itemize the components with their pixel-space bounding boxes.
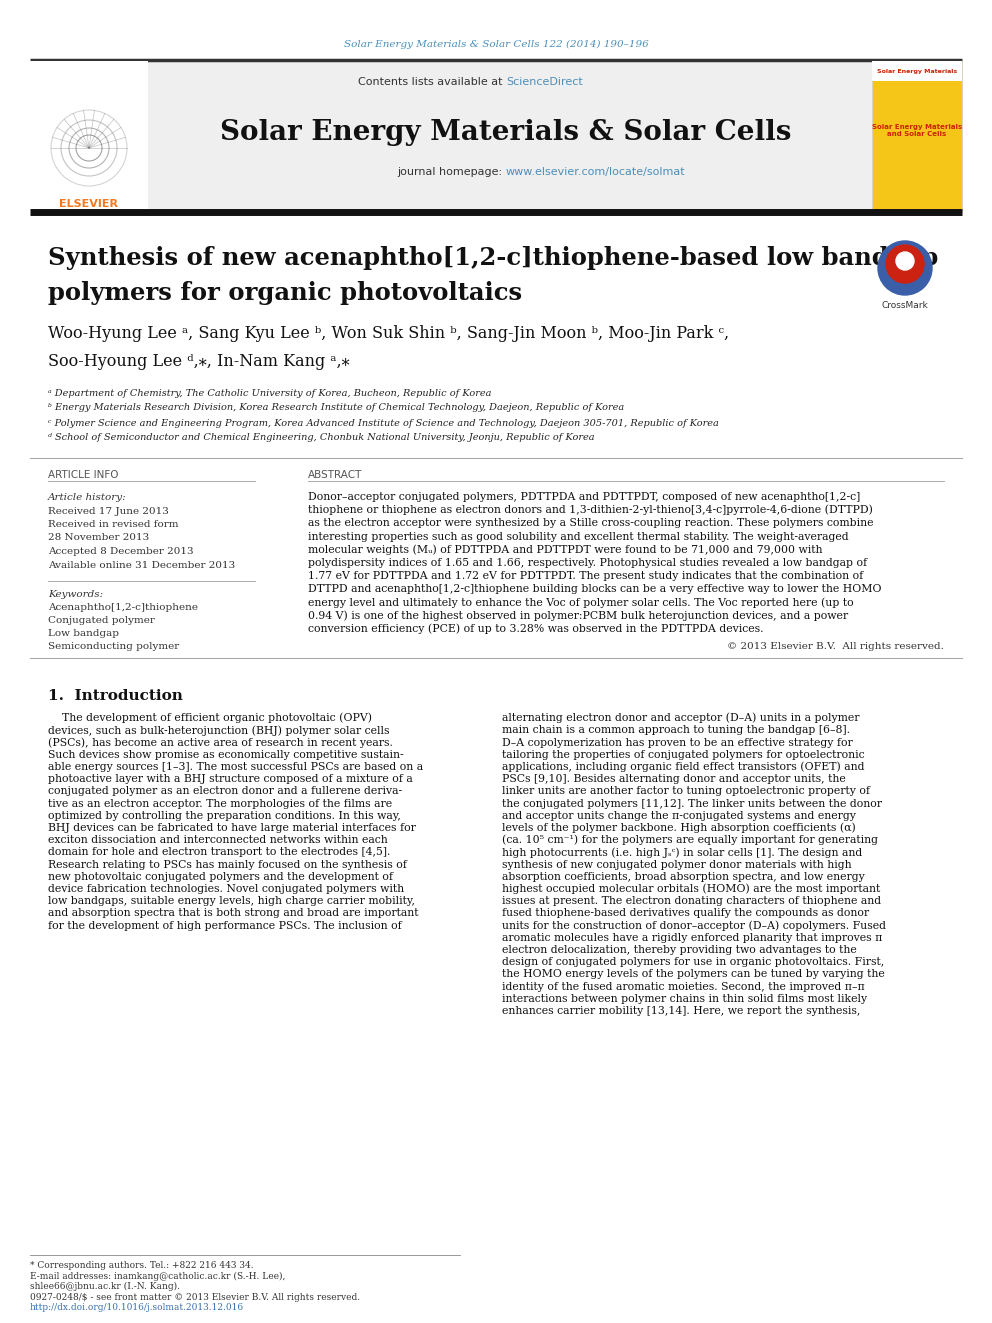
Text: ᵇ Energy Materials Research Division, Korea Research Institute of Chemical Techn: ᵇ Energy Materials Research Division, Ko… xyxy=(48,404,624,413)
Text: interesting properties such as good solubility and excellent thermal stability. : interesting properties such as good solu… xyxy=(308,532,848,541)
Text: absorption coefficients, broad absorption spectra, and low energy: absorption coefficients, broad absorptio… xyxy=(502,872,865,882)
Text: Solar Energy Materials: Solar Energy Materials xyxy=(877,69,957,74)
Text: ᵈ School of Semiconductor and Chemical Engineering, Chonbuk National University,: ᵈ School of Semiconductor and Chemical E… xyxy=(48,434,594,442)
Text: D–A copolymerization has proven to be an effective strategy for: D–A copolymerization has proven to be an… xyxy=(502,738,853,747)
Text: units for the construction of donor–acceptor (D–A) copolymers. Fused: units for the construction of donor–acce… xyxy=(502,921,886,931)
Text: 28 November 2013: 28 November 2013 xyxy=(48,533,149,542)
Text: aromatic molecules have a rigidly enforced planarity that improves π: aromatic molecules have a rigidly enforc… xyxy=(502,933,882,943)
Text: thiophene or thiophene as electron donors and 1,3-dithien-2-yl-thieno[3,4-c]pyrr: thiophene or thiophene as electron donor… xyxy=(308,505,873,516)
Text: energy level and ultimately to enhance the Voc of polymer solar cells. The Voc r: energy level and ultimately to enhance t… xyxy=(308,597,854,607)
Text: high photocurrents (i.e. high Jₛᶜ) in solar cells [1]. The design and: high photocurrents (i.e. high Jₛᶜ) in so… xyxy=(502,847,862,857)
Text: ABSTRACT: ABSTRACT xyxy=(308,470,362,480)
Bar xyxy=(148,61,872,212)
Text: highest occupied molecular orbitals (HOMO) are the most important: highest occupied molecular orbitals (HOM… xyxy=(502,884,880,894)
Text: and absorption spectra that is both strong and broad are important: and absorption spectra that is both stro… xyxy=(48,909,419,918)
Text: Low bandgap: Low bandgap xyxy=(48,628,119,638)
Text: http://dx.doi.org/10.1016/j.solmat.2013.12.016: http://dx.doi.org/10.1016/j.solmat.2013.… xyxy=(30,1303,244,1312)
Text: design of conjugated polymers for use in organic photovoltaics. First,: design of conjugated polymers for use in… xyxy=(502,958,884,967)
Text: shlee66@jbnu.ac.kr (I.-N. Kang).: shlee66@jbnu.ac.kr (I.-N. Kang). xyxy=(30,1282,180,1290)
Text: polymers for organic photovoltaics: polymers for organic photovoltaics xyxy=(48,280,522,306)
Text: linker units are another factor to tuning optoelectronic property of: linker units are another factor to tunin… xyxy=(502,786,870,796)
Text: Article history:: Article history: xyxy=(48,492,127,501)
Text: tailoring the properties of conjugated polymers for optoelectronic: tailoring the properties of conjugated p… xyxy=(502,750,865,759)
Text: 1.  Introduction: 1. Introduction xyxy=(48,689,183,704)
Text: Solar Energy Materials
and Solar Cells: Solar Energy Materials and Solar Cells xyxy=(872,123,962,136)
Text: ᵃ Department of Chemistry, The Catholic University of Korea, Bucheon, Republic o: ᵃ Department of Chemistry, The Catholic … xyxy=(48,389,491,397)
Text: ScienceDirect: ScienceDirect xyxy=(506,77,582,87)
Text: ᶜ Polymer Science and Engineering Program, Korea Advanced Institute of Science a: ᶜ Polymer Science and Engineering Progra… xyxy=(48,418,719,427)
Text: Contents lists available at: Contents lists available at xyxy=(358,77,506,87)
Text: Solar Energy Materials & Solar Cells 122 (2014) 190–196: Solar Energy Materials & Solar Cells 122… xyxy=(343,40,649,49)
Text: identity of the fused aromatic moieties. Second, the improved π–π: identity of the fused aromatic moieties.… xyxy=(502,982,865,992)
Text: Soo-Hyoung Lee ᵈ,⁎, In-Nam Kang ᵃ,⁎: Soo-Hyoung Lee ᵈ,⁎, In-Nam Kang ᵃ,⁎ xyxy=(48,353,349,370)
Text: ARTICLE INFO: ARTICLE INFO xyxy=(48,470,118,480)
Text: Acenaphtho[1,2-c]thiophene: Acenaphtho[1,2-c]thiophene xyxy=(48,603,198,613)
Text: Such devices show promise as economically competitive sustain-: Such devices show promise as economicall… xyxy=(48,750,404,759)
Text: * Corresponding authors. Tel.: +822 216 443 34.: * Corresponding authors. Tel.: +822 216 … xyxy=(30,1262,254,1270)
Text: levels of the polymer backbone. High absorption coefficients (α): levels of the polymer backbone. High abs… xyxy=(502,823,856,833)
Text: Keywords:: Keywords: xyxy=(48,590,103,599)
Text: (PSCs), has become an active area of research in recent years.: (PSCs), has become an active area of res… xyxy=(48,737,393,747)
Text: the HOMO energy levels of the polymers can be tuned by varying the: the HOMO energy levels of the polymers c… xyxy=(502,970,885,979)
Text: interactions between polymer chains in thin solid films most likely: interactions between polymer chains in t… xyxy=(502,994,867,1004)
Text: Woo-Hyung Lee ᵃ, Sang Kyu Lee ᵇ, Won Suk Shin ᵇ, Sang-Jin Moon ᵇ, Moo-Jin Park ᶜ: Woo-Hyung Lee ᵃ, Sang Kyu Lee ᵇ, Won Suk… xyxy=(48,324,729,341)
Text: Research relating to PSCs has mainly focused on the synthesis of: Research relating to PSCs has mainly foc… xyxy=(48,860,407,869)
Text: CrossMark: CrossMark xyxy=(882,300,929,310)
Bar xyxy=(872,61,962,212)
Text: BHJ devices can be fabricated to have large material interfaces for: BHJ devices can be fabricated to have la… xyxy=(48,823,416,833)
Text: ELSEVIER: ELSEVIER xyxy=(60,198,118,209)
Text: Synthesis of new acenaphtho[1,2-c]thiophene-based low bandgap: Synthesis of new acenaphtho[1,2-c]thioph… xyxy=(48,246,938,270)
Circle shape xyxy=(886,245,924,283)
Circle shape xyxy=(878,241,932,295)
Text: The development of efficient organic photovoltaic (OPV): The development of efficient organic pho… xyxy=(48,713,372,724)
Text: electron delocalization, thereby providing two advantages to the: electron delocalization, thereby providi… xyxy=(502,945,857,955)
Text: conversion efficiency (PCE) of up to 3.28% was observed in the PDTTPDA devices.: conversion efficiency (PCE) of up to 3.2… xyxy=(308,623,764,634)
Text: polydispersity indices of 1.65 and 1.66, respectively. Photophysical studies rev: polydispersity indices of 1.65 and 1.66,… xyxy=(308,558,867,568)
Text: E-mail addresses: inamkang@catholic.ac.kr (S.-H. Lee),: E-mail addresses: inamkang@catholic.ac.k… xyxy=(30,1271,286,1281)
Text: DTTPD and acenaphtho[1,2-c]thiophene building blocks can be a very effective way: DTTPD and acenaphtho[1,2-c]thiophene bui… xyxy=(308,585,882,594)
Text: journal homepage:: journal homepage: xyxy=(398,167,506,177)
Text: © 2013 Elsevier B.V.  All rights reserved.: © 2013 Elsevier B.V. All rights reserved… xyxy=(727,642,944,651)
Text: devices, such as bulk-heterojunction (BHJ) polymer solar cells: devices, such as bulk-heterojunction (BH… xyxy=(48,725,390,736)
Text: 1.77 eV for PDTTPDA and 1.72 eV for PDTTPDT. The present study indicates that th: 1.77 eV for PDTTPDA and 1.72 eV for PDTT… xyxy=(308,572,863,581)
Text: domain for hole and electron transport to the electrodes [4,5].: domain for hole and electron transport t… xyxy=(48,848,391,857)
Text: synthesis of new conjugated polymer donor materials with high: synthesis of new conjugated polymer dono… xyxy=(502,860,851,869)
Text: photoactive layer with a BHJ structure composed of a mixture of a: photoactive layer with a BHJ structure c… xyxy=(48,774,413,785)
Text: Donor–acceptor conjugated polymers, PDTTPDA and PDTTPDT, composed of new acenaph: Donor–acceptor conjugated polymers, PDTT… xyxy=(308,492,860,501)
Text: device fabrication technologies. Novel conjugated polymers with: device fabrication technologies. Novel c… xyxy=(48,884,404,894)
Text: the conjugated polymers [11,12]. The linker units between the donor: the conjugated polymers [11,12]. The lin… xyxy=(502,799,882,808)
Text: exciton dissociation and interconnected networks within each: exciton dissociation and interconnected … xyxy=(48,835,388,845)
Text: Solar Energy Materials & Solar Cells: Solar Energy Materials & Solar Cells xyxy=(220,119,792,146)
Text: low bandgaps, suitable energy levels, high charge carrier mobility,: low bandgaps, suitable energy levels, hi… xyxy=(48,896,415,906)
Bar xyxy=(872,61,962,81)
Text: enhances carrier mobility [13,14]. Here, we report the synthesis,: enhances carrier mobility [13,14]. Here,… xyxy=(502,1005,860,1016)
Text: molecular weights (Mᵤ) of PDTTPDA and PDTTPDT were found to be 71,000 and 79,000: molecular weights (Mᵤ) of PDTTPDA and PD… xyxy=(308,545,822,556)
Text: Available online 31 December 2013: Available online 31 December 2013 xyxy=(48,561,235,569)
Text: and acceptor units change the π-conjugated systems and energy: and acceptor units change the π-conjugat… xyxy=(502,811,856,820)
Text: PSCs [9,10]. Besides alternating donor and acceptor units, the: PSCs [9,10]. Besides alternating donor a… xyxy=(502,774,846,785)
Text: Received 17 June 2013: Received 17 June 2013 xyxy=(48,507,169,516)
Text: fused thiophene-based derivatives qualify the compounds as donor: fused thiophene-based derivatives qualif… xyxy=(502,909,869,918)
Text: issues at present. The electron donating characters of thiophene and: issues at present. The electron donating… xyxy=(502,896,881,906)
Text: Accepted 8 December 2013: Accepted 8 December 2013 xyxy=(48,546,193,556)
Text: alternating electron donor and acceptor (D–A) units in a polymer: alternating electron donor and acceptor … xyxy=(502,713,859,724)
Text: Semiconducting polymer: Semiconducting polymer xyxy=(48,642,180,651)
Text: applications, including organic field effect transistors (OFET) and: applications, including organic field ef… xyxy=(502,762,864,773)
Text: (ca. 10⁵ cm⁻¹) for the polymers are equally important for generating: (ca. 10⁵ cm⁻¹) for the polymers are equa… xyxy=(502,835,878,845)
Text: new photovoltaic conjugated polymers and the development of: new photovoltaic conjugated polymers and… xyxy=(48,872,393,882)
Text: Conjugated polymer: Conjugated polymer xyxy=(48,617,155,624)
Text: optimized by controlling the preparation conditions. In this way,: optimized by controlling the preparation… xyxy=(48,811,401,820)
Text: main chain is a common approach to tuning the bandgap [6–8].: main chain is a common approach to tunin… xyxy=(502,725,850,736)
Text: for the development of high performance PSCs. The inclusion of: for the development of high performance … xyxy=(48,921,402,930)
Text: as the electron acceptor were synthesized by a Stille cross-coupling reaction. T: as the electron acceptor were synthesize… xyxy=(308,519,874,528)
Text: www.elsevier.com/locate/solmat: www.elsevier.com/locate/solmat xyxy=(506,167,685,177)
Text: able energy sources [1–3]. The most successful PSCs are based on a: able energy sources [1–3]. The most succ… xyxy=(48,762,424,773)
Text: 0.94 V) is one of the highest observed in polymer:PCBM bulk heterojunction devic: 0.94 V) is one of the highest observed i… xyxy=(308,610,848,620)
Text: conjugated polymer as an electron donor and a fullerene deriva-: conjugated polymer as an electron donor … xyxy=(48,786,402,796)
Bar xyxy=(30,61,148,212)
Text: tive as an electron acceptor. The morphologies of the films are: tive as an electron acceptor. The morpho… xyxy=(48,799,392,808)
Text: 0927-0248/$ - see front matter © 2013 Elsevier B.V. All rights reserved.: 0927-0248/$ - see front matter © 2013 El… xyxy=(30,1294,360,1303)
Text: Received in revised form: Received in revised form xyxy=(48,520,179,529)
Circle shape xyxy=(896,251,914,270)
